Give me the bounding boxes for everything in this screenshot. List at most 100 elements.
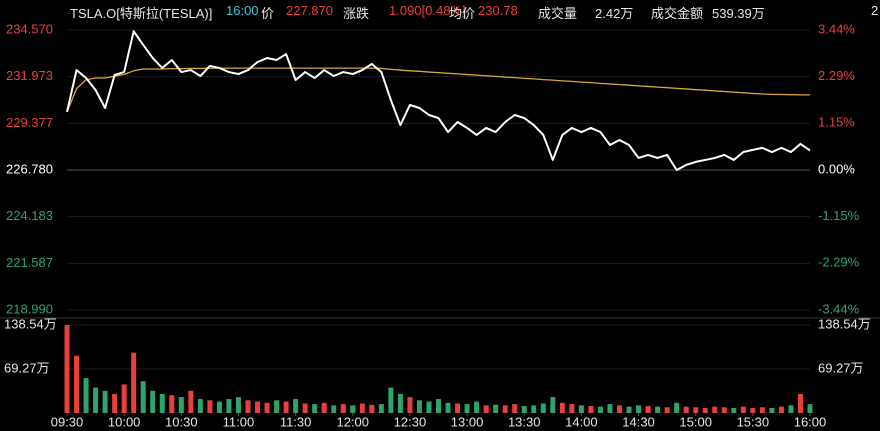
volume-bar: [778, 406, 784, 413]
x-tick-label: 13:30: [508, 414, 541, 429]
y-tick-label: 229.377: [6, 115, 53, 130]
volume-bar: [255, 401, 261, 413]
y-tick-label: 218.990: [6, 301, 53, 316]
x-tick-label: 15:30: [737, 414, 770, 429]
volume-bar: [759, 407, 765, 413]
volume-tick-label: 69.27万: [4, 360, 50, 375]
volume-bar: [540, 403, 546, 413]
volume-bar: [597, 406, 603, 413]
volume-bar: [102, 390, 108, 413]
volume-bar: [512, 404, 518, 413]
avg: 230.78: [478, 3, 518, 18]
volume-bar: [188, 390, 194, 413]
volume-bar: [502, 405, 508, 413]
y2-tick-label: -2.29%: [818, 255, 860, 270]
volume-bar: [416, 400, 422, 413]
volume-bar: [797, 393, 803, 413]
volume-bar: [664, 407, 670, 413]
volume-bar: [693, 407, 699, 413]
volume-bar: [140, 381, 146, 413]
volume-bar: [331, 405, 337, 413]
y2-tick-label: 1.15%: [818, 115, 855, 130]
volume-bar: [531, 405, 537, 413]
volume-bar: [112, 393, 118, 413]
y2-tick-label: -3.44%: [818, 301, 860, 316]
volume-bar: [302, 403, 308, 413]
volume-bar: [445, 402, 451, 413]
volume-bar: [626, 406, 632, 413]
volume-bar: [645, 406, 651, 413]
volume-bar: [550, 397, 556, 413]
volume-bar: [159, 393, 165, 413]
volume-bar: [169, 395, 175, 413]
volume-tick-label: 138.54万: [4, 316, 57, 331]
volume-bar: [607, 404, 613, 413]
volume-bar: [636, 405, 642, 413]
volume-bar: [74, 355, 80, 413]
volume-bar: [712, 406, 718, 413]
volume-bar: [731, 407, 737, 413]
volume-tick-label: 138.54万: [818, 316, 871, 331]
x-tick-label: 12:30: [394, 414, 427, 429]
x-tick-label: 10:00: [108, 414, 141, 429]
volume-bar: [702, 407, 708, 413]
volume-bar: [807, 404, 813, 413]
x-tick-label: 14:30: [622, 414, 655, 429]
volume-bar: [559, 402, 565, 413]
volume-bar: [226, 399, 232, 413]
volume-bar: [312, 404, 318, 413]
volume-bar: [150, 390, 156, 413]
volume-bar: [397, 393, 403, 413]
x-tick-label: 11:30: [280, 414, 312, 429]
volume-bar: [93, 387, 99, 413]
x-tick-label: 15:00: [679, 414, 712, 429]
volume-bar: [407, 397, 413, 413]
x-tick-label: 10:30: [165, 414, 198, 429]
volume-bar: [616, 405, 622, 413]
volume-bar: [750, 407, 756, 413]
volume-bar: [426, 401, 432, 413]
volume-bar: [264, 402, 270, 413]
change-label: 涨跌: [343, 6, 370, 21]
volume-bar: [293, 399, 299, 413]
y-tick-label: 221.587: [6, 255, 53, 270]
y2-tick-label: 2.29%: [818, 68, 855, 83]
volume-bar: [235, 397, 241, 413]
volume-bar: [474, 401, 480, 413]
volume-bar: [588, 406, 594, 413]
avg-label: 均价: [449, 6, 476, 21]
volume-bar: [483, 405, 489, 413]
volume-bar: [769, 407, 775, 413]
time: 16:00: [226, 3, 259, 18]
x-tick-label: 16:00: [794, 414, 827, 429]
volume-bar: [369, 404, 375, 413]
volume-bar: [378, 404, 384, 413]
volume-bar: [207, 400, 213, 413]
volume-bar: [740, 406, 746, 413]
volume-bar: [178, 397, 184, 413]
y-tick-label: 234.570: [6, 21, 53, 36]
y-tick-label: 224.183: [6, 208, 53, 223]
volume-bar: [493, 404, 499, 413]
x-tick-label: 13:00: [451, 414, 484, 429]
volume-bar: [197, 399, 203, 413]
volume-bar: [359, 403, 365, 413]
volume-bar: [683, 406, 689, 413]
volume-bar: [245, 400, 251, 413]
volume-bar: [569, 404, 575, 413]
symbol: TSLA.O[特斯拉(TESLA)]: [70, 6, 213, 21]
volume-bar: [674, 402, 680, 413]
volume-bar: [131, 352, 137, 413]
y2-tick-label: 0.00%: [818, 161, 855, 176]
y-tick-label: 226.780: [6, 161, 53, 176]
volume: 2.42万: [595, 6, 634, 21]
change: 1.090[0.48%]: [389, 3, 466, 18]
volume-bar: [388, 387, 394, 413]
x-tick-label: 09:30: [51, 414, 84, 429]
y2-tick-label: 3.44%: [818, 21, 855, 36]
volume-bar: [321, 402, 327, 413]
price-line: [66, 67, 810, 113]
x-tick-label: 11:00: [223, 414, 255, 429]
volume-bar: [578, 405, 584, 413]
